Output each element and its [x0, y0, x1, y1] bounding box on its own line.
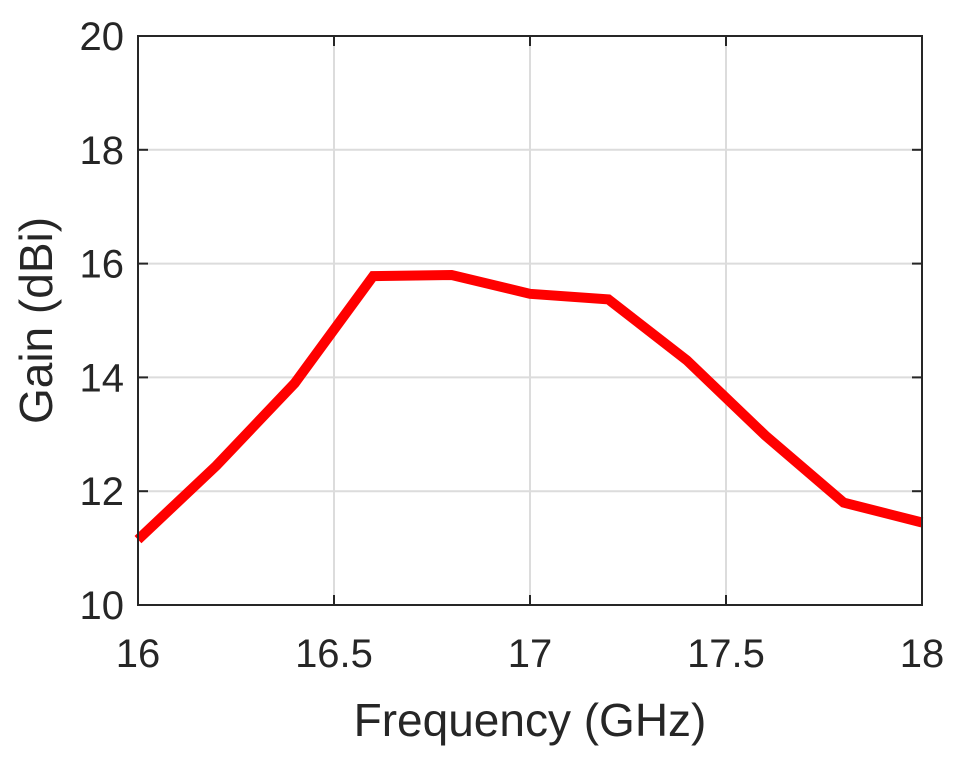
x-tick-label: 17: [508, 632, 553, 676]
y-axis-label: Gain (dBi): [10, 217, 62, 424]
series-layer: [134, 269, 924, 544]
grid: [137, 35, 923, 606]
gain-series-line: [134, 269, 924, 544]
y-tick-label: 10: [80, 584, 125, 628]
y-tick-label: 14: [80, 356, 125, 400]
x-tick-label: 16.5: [295, 632, 373, 676]
y-tick-label: 18: [80, 129, 125, 173]
y-tick-labels: 10 12 14 16 18 20: [80, 15, 125, 628]
x-tick-label: 16: [116, 632, 161, 676]
y-tick-label: 16: [80, 243, 125, 287]
y-tick-label: 12: [80, 470, 125, 514]
x-tick-label: 18: [900, 632, 945, 676]
x-axis-label: Frequency (GHz): [354, 694, 707, 746]
x-tick-label: 17.5: [687, 632, 765, 676]
x-tick-labels: 16 16.5 17 17.5 18: [116, 632, 945, 676]
ticks: [137, 35, 923, 606]
y-tick-label: 20: [80, 15, 125, 59]
